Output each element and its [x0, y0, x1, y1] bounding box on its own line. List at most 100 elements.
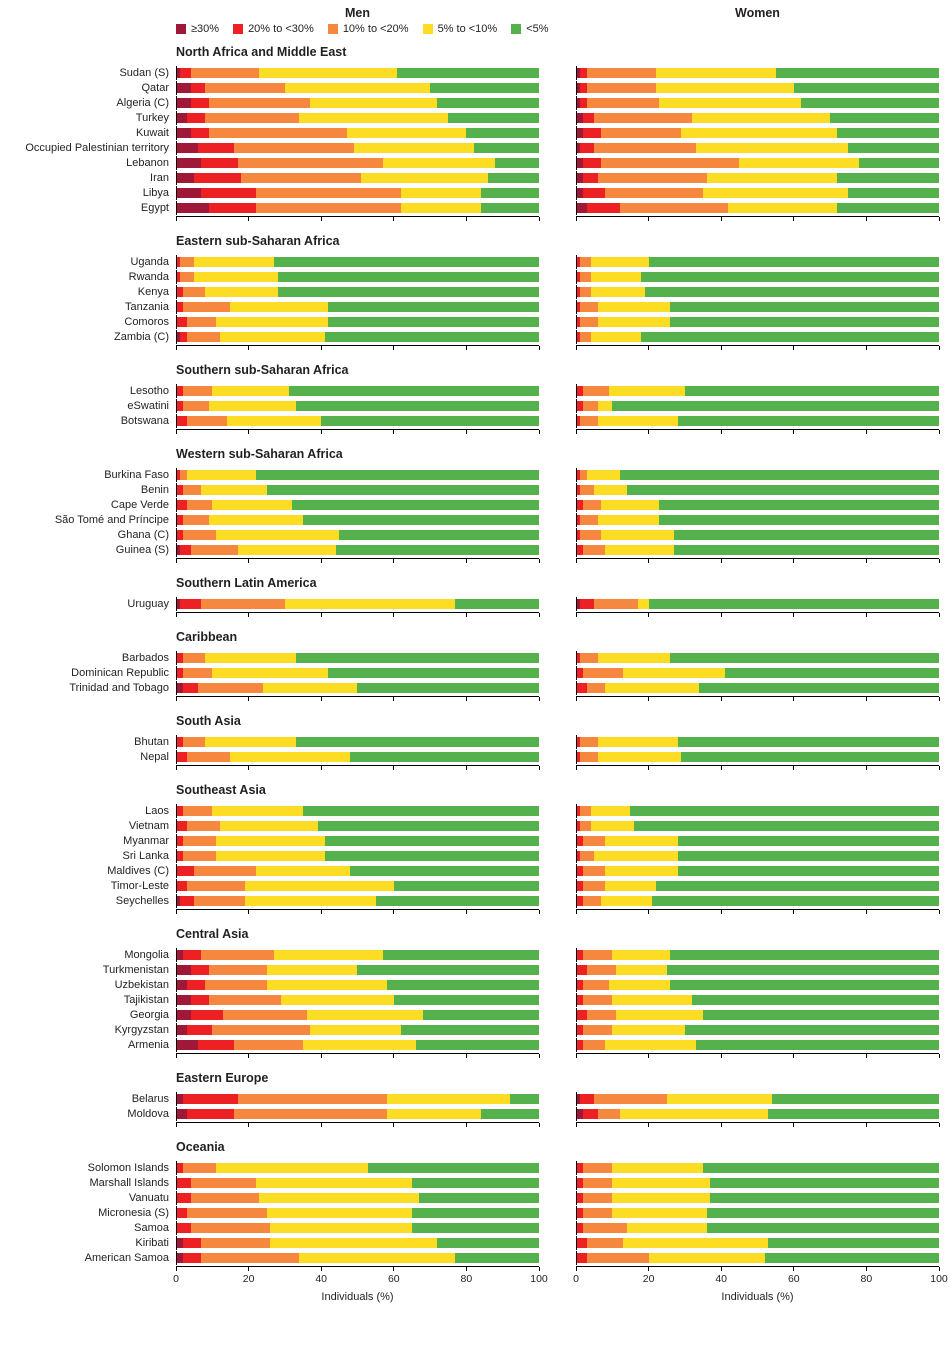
bar-wrap [176, 330, 539, 345]
country-label: Sudan (S) [119, 67, 169, 79]
bar-segment [659, 98, 802, 108]
bar-wrap [576, 270, 939, 285]
bar-segment [176, 332, 180, 342]
bar-segment [703, 1163, 939, 1173]
stacked-bar [176, 993, 539, 1007]
bar-segment [848, 188, 939, 198]
stacked-bar [576, 315, 939, 329]
bar-segment [176, 188, 202, 198]
x-axis [175, 429, 540, 434]
bar-segment [576, 1178, 584, 1188]
bar-wrap [176, 513, 539, 528]
axis-tick [575, 613, 577, 617]
bar-segment [393, 881, 539, 891]
legend-item: 5% to <10% [422, 23, 497, 35]
bar-rows [576, 468, 939, 558]
bar-segment [208, 995, 282, 1005]
stacked-bar [176, 894, 539, 908]
bar-segment [576, 173, 584, 183]
bar-row: Marshall Islands [8, 1176, 539, 1191]
bar-wrap [176, 597, 539, 612]
bar-row: Micronesia (S) [8, 1206, 539, 1221]
bar-segment [255, 866, 351, 876]
bar-segment [255, 203, 402, 213]
country-label: Turkmenistan [102, 964, 169, 976]
country-label: Tanzania [124, 301, 169, 313]
bar-wrap [576, 963, 939, 978]
bar-segment [793, 83, 939, 93]
stacked-bar [576, 255, 939, 269]
stacked-bar [176, 681, 539, 695]
bar-row [576, 804, 939, 819]
bar-segment [576, 866, 584, 876]
bar-segment [259, 68, 398, 78]
bar-segment [615, 1010, 704, 1020]
axis-area [175, 909, 540, 914]
axis-tick [248, 613, 250, 617]
bar-segment [670, 950, 939, 960]
stacked-bar [576, 864, 939, 878]
bar-row: Guinea (S) [8, 543, 539, 558]
bar-rows: Uruguay [8, 597, 539, 612]
bar-segment [576, 530, 580, 540]
panel-men: Burkina Faso Benin Cape Verde São Tomé and … [8, 468, 540, 563]
bar-segment [201, 1238, 271, 1248]
x-axis [175, 1053, 540, 1058]
bar-segment [194, 866, 256, 876]
stacked-bar [176, 849, 539, 863]
bar-segment [692, 113, 831, 123]
axis-tick [175, 766, 177, 770]
bar-row [576, 1206, 939, 1221]
legend: ≥30% 20% to <30% 10% to <20% 5% to <10% <5% [176, 23, 940, 35]
stacked-bar [176, 126, 539, 140]
bar-segment [186, 821, 220, 831]
bar-segment [619, 1109, 769, 1119]
bar-wrap [576, 330, 939, 345]
bar-row [576, 1038, 939, 1053]
stacked-bar [576, 270, 939, 284]
country-label: Belarus [131, 1093, 169, 1105]
stacked-bar [576, 384, 939, 398]
bar-segment [612, 1178, 711, 1188]
bar-segment [176, 1010, 191, 1020]
x-axis [575, 1122, 940, 1127]
stacked-bar [576, 414, 939, 428]
bar-segment [576, 806, 580, 816]
bar-row: São Tomé and Príncipe [8, 513, 539, 528]
bar-wrap [576, 819, 939, 834]
stacked-bar [576, 750, 939, 764]
bar-segment [605, 545, 674, 555]
x-axis [175, 216, 540, 221]
bar-segment [215, 851, 325, 861]
stacked-bar [176, 1008, 539, 1022]
axis-tick-label: 20 [642, 1273, 655, 1285]
axis-tick [793, 1054, 795, 1058]
bar-segment [576, 980, 584, 990]
bar-segment [576, 98, 580, 108]
bar-wrap [576, 81, 939, 96]
bar-wrap [576, 498, 939, 513]
stacked-bar [576, 804, 939, 818]
bar-segment [576, 188, 584, 198]
bar-wrap [176, 111, 539, 126]
bar-row [576, 1161, 939, 1176]
bar-segment [583, 836, 606, 846]
axis-tick [320, 613, 322, 617]
bar-wrap [176, 1236, 539, 1251]
bar-segment [655, 83, 794, 93]
bar-row [576, 414, 939, 429]
bar-segment [226, 416, 322, 426]
bar-segment [179, 272, 195, 282]
stacked-bar [176, 528, 539, 542]
bar-segment [615, 965, 667, 975]
bar-segment [579, 416, 598, 426]
bar-segment [848, 143, 939, 153]
bar-wrap [576, 651, 939, 666]
bar-rows: Sudan (S) Qatar Algeria (C) Turkey Kuwait Occ… [8, 66, 539, 216]
axis-tick-label: 0 [573, 1273, 579, 1285]
axis-tick [720, 1267, 722, 1271]
region-block: Eastern Europe Belarus Moldova [8, 1071, 940, 1127]
axis-tick [320, 1054, 322, 1058]
x-axis: 0 20 40 60 80 100 [173, 1266, 548, 1284]
bar-segment [586, 83, 656, 93]
